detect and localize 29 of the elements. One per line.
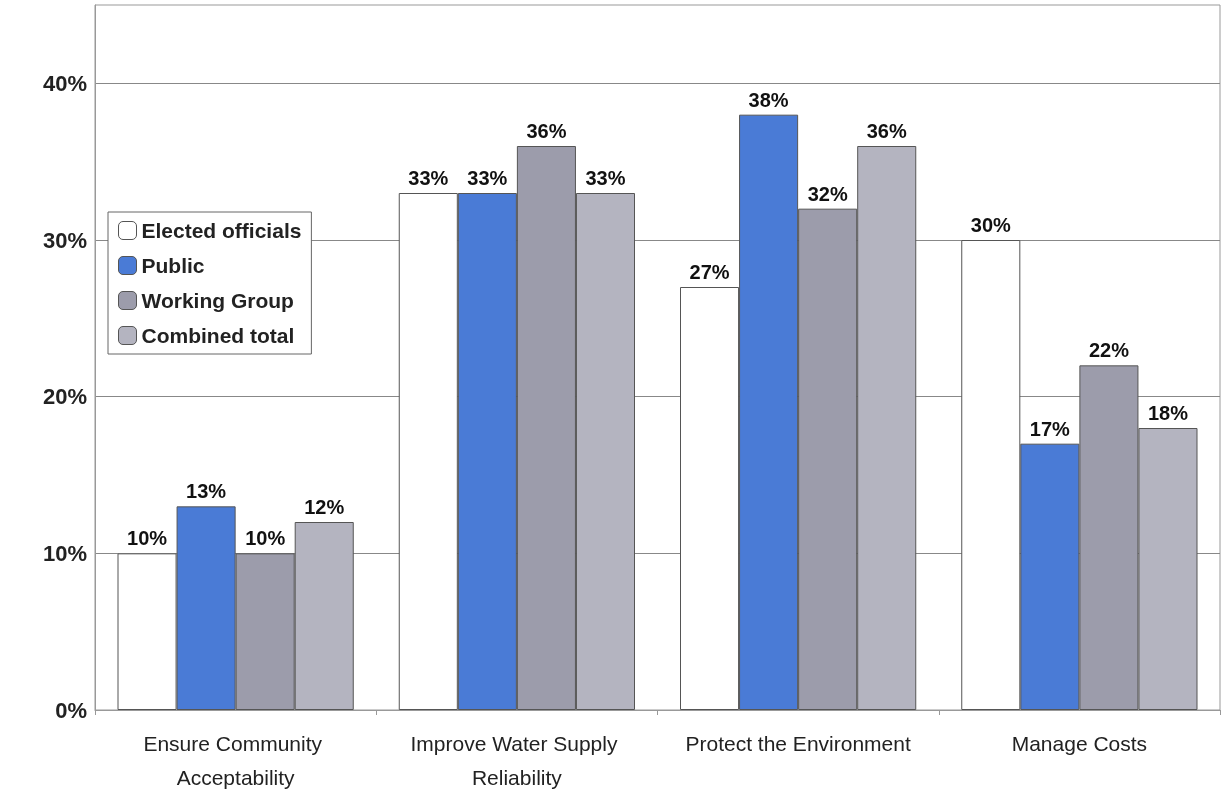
data-label: 13% — [186, 480, 227, 503]
y-tick-label: 20% — [42, 384, 87, 410]
data-label: 18% — [1147, 402, 1189, 424]
data-label: 22% — [1088, 339, 1130, 362]
data-label: 36% — [866, 120, 907, 142]
data-label: 10% — [127, 527, 168, 550]
y-tick-label: 40% — [42, 70, 87, 96]
legend-label: Elected officials — [141, 219, 302, 242]
y-tick-label: 30% — [42, 227, 87, 253]
data-label: 27% — [689, 261, 730, 283]
data-label: 17% — [1029, 417, 1071, 440]
y-tick-label: 10% — [42, 540, 87, 566]
data-label: 10% — [245, 527, 286, 550]
x-tick-label: Ensure Community Acceptability — [143, 731, 328, 789]
data-label: 36% — [526, 120, 567, 142]
data-label: 33% — [585, 167, 626, 189]
data-label: 33% — [408, 167, 449, 189]
data-label: 32% — [807, 182, 848, 205]
x-tick-label: Improve Water Supply Reliability — [410, 731, 624, 789]
data-label: 38% — [748, 88, 789, 111]
y-tick-label: 0% — [55, 697, 87, 723]
legend-label: Public — [141, 254, 205, 277]
data-label: 12% — [304, 496, 345, 518]
data-label: 30% — [970, 214, 1012, 236]
legend-label: Working Group — [141, 289, 294, 312]
data-label: 33% — [467, 167, 508, 189]
legend-label: Combined total — [141, 324, 295, 347]
x-tick-label: Protect the Environment — [685, 731, 911, 755]
x-tick-label: Manage Costs — [1011, 731, 1148, 755]
